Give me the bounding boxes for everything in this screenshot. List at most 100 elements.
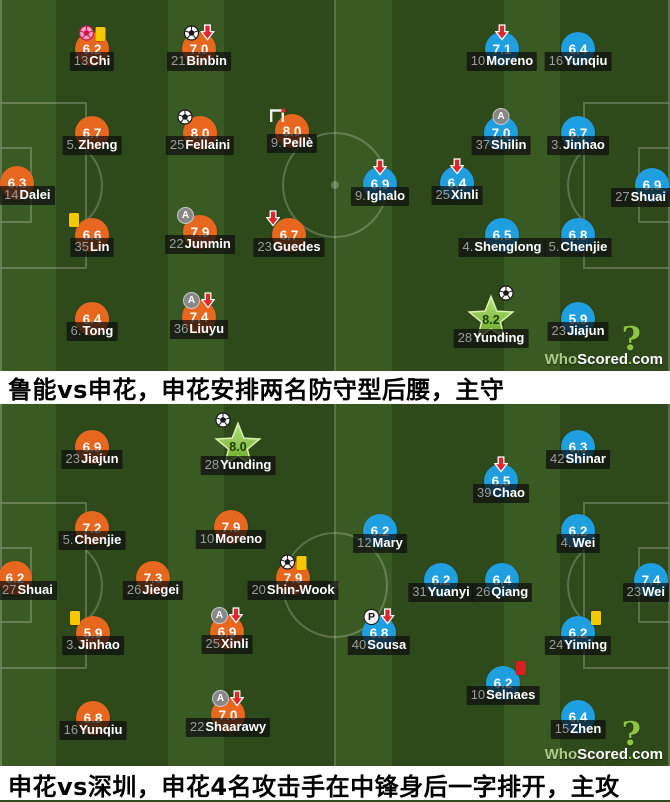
player-marker[interactable]: 6.4 6.Tong (66, 302, 118, 341)
player-number: 4. (462, 239, 474, 254)
player-name: Dalei (19, 187, 51, 202)
incident-icons (70, 611, 80, 625)
player-marker[interactable]: 6.8 16Yunqiu (59, 701, 127, 740)
player-name: Shin-Wook (266, 582, 335, 597)
player-name: Wei (572, 535, 596, 550)
player-name-label: 35Lin (70, 238, 114, 257)
player-marker[interactable]: P 6.8 40Sousa (347, 608, 411, 655)
player-number: 23 (65, 451, 80, 466)
player-marker[interactable]: A 7.0 37Shilin (471, 108, 531, 155)
player-number: 27 (615, 189, 630, 204)
player-marker[interactable]: 6.7 23Guedes (253, 210, 325, 257)
player-marker[interactable]: A 7.4 36Liuyu (169, 292, 229, 339)
player-marker[interactable]: 6.4 16Yunqiu (544, 32, 612, 71)
player-rating: 8.0 (229, 439, 247, 454)
player-number: 16 (548, 53, 564, 68)
player-marker[interactable]: 6.9 9.Ighalo (350, 159, 410, 206)
incident-icons (177, 109, 193, 125)
player-marker[interactable]: 6.4 26Qiang (471, 563, 533, 602)
player-marker[interactable]: 6.2 12Mary (353, 514, 407, 553)
player-number: 22 (169, 236, 184, 251)
player-marker[interactable]: 6.2 13Chi (69, 25, 115, 71)
player-name-label: 23Guedes (253, 238, 325, 257)
player-marker[interactable]: 6.7 5.Zheng (62, 116, 122, 155)
player-marker[interactable]: 7.9 10Moreno (195, 510, 267, 549)
incident-icons: A (492, 108, 510, 125)
player-name: Yunqiu (79, 722, 123, 737)
incident-icons (183, 24, 215, 41)
player-name: Jinhao (562, 137, 605, 152)
player-marker[interactable]: 7.9 20Shin-Wook (247, 554, 339, 600)
player-marker[interactable]: 8.2 28Yunding (453, 285, 529, 348)
player-marker[interactable]: 5.9 3.Jinhao (62, 611, 124, 655)
player-marker[interactable]: 6.2 10Selnaes (466, 661, 540, 705)
player-name: Zhen (570, 721, 602, 736)
player-marker[interactable]: A 7.9 22Junmin (165, 207, 235, 254)
goal-ball-icon (498, 285, 514, 301)
penalty-missed-icon: P (363, 609, 380, 625)
player-marker[interactable]: 8.0 25Fellaini (165, 109, 235, 155)
player-name-label: 20Shin-Wook (247, 581, 339, 600)
player-marker[interactable]: 7.4 23Wei (622, 563, 669, 602)
player-marker[interactable]: 6.2 31Yuanyi (408, 563, 474, 602)
player-marker[interactable]: 5.9 23Jiajun (547, 302, 609, 341)
player-marker[interactable]: 6.9 23Jiajun (61, 430, 123, 469)
player-name-label: 5.Chenjie (58, 531, 126, 550)
player-name-label: 28Yunding (200, 456, 276, 475)
player-name-label: 39Chao (473, 484, 529, 503)
player-name-label: 25Xinli (431, 186, 483, 205)
formation-pitch-bottom: 6.2 27Shuai 6.9 23Jiajun 8.0 28Yunding 7.2 5.Ch… (0, 404, 670, 766)
yellow-card-icon (70, 611, 80, 625)
player-marker[interactable]: 6.5 4.Shenglong (458, 218, 546, 257)
player-number: 10 (199, 531, 215, 546)
incident-icons (266, 210, 280, 227)
goal-ball-icon (177, 109, 193, 125)
question-mark-icon: ? (621, 319, 641, 358)
substituted-off-arrow-icon (201, 292, 215, 309)
player-marker[interactable]: A 7.0 22Shaarawy (185, 690, 271, 737)
player-marker[interactable]: 6.2 24Yiming (544, 611, 612, 655)
player-marker[interactable]: 6.2 4.Wei (556, 514, 600, 553)
player-name-label: 4.Wei (556, 534, 600, 553)
player-name-label: 28Yunding (453, 329, 529, 348)
players-layer-bottom: 6.2 27Shuai 6.9 23Jiajun 8.0 28Yunding 7.2 5.Ch… (0, 404, 670, 766)
player-name: Guedes (272, 239, 321, 254)
player-name-label: 36Liuyu (169, 320, 229, 339)
substituted-off-arrow-icon (229, 607, 243, 624)
player-marker[interactable]: 6.7 3.Jinhao (547, 116, 609, 155)
player-marker[interactable]: 8.0 28Yunding (200, 412, 276, 475)
player-marker[interactable]: 7.1 10Moreno (466, 24, 538, 71)
player-name: Jiajun (80, 451, 119, 466)
player-name: Moreno (486, 53, 534, 68)
player-marker[interactable]: 8.0 9.Pellè (266, 108, 318, 153)
player-marker[interactable]: 6.2 27Shuai (0, 561, 57, 600)
player-name-label: 6.Tong (66, 322, 118, 341)
player-name: Jinhao (77, 637, 120, 652)
player-marker[interactable]: 6.9 27Shuai (611, 168, 670, 207)
yellow-card-icon (296, 556, 307, 570)
player-marker[interactable]: 7.3 26Jiegei (122, 561, 184, 600)
player-name: Jiajun (566, 323, 605, 338)
player-number: 10 (470, 53, 486, 68)
player-marker[interactable]: 7.2 5.Chenjie (58, 511, 126, 550)
player-name: Pellè (282, 135, 314, 150)
player-number: 4. (560, 535, 572, 550)
incident-icons (494, 456, 508, 473)
player-marker[interactable]: 6.3 42Shinar (546, 430, 610, 469)
player-marker[interactable]: 6.4 15Zhen (550, 700, 606, 739)
player-marker[interactable]: 6.3 14Dalei (0, 166, 55, 205)
player-marker[interactable]: 6.8 5.Chenjie (544, 218, 612, 257)
player-number: 3. (551, 137, 562, 152)
player-name-label: 37Shilin (471, 136, 531, 155)
player-name: Liuyu (189, 321, 225, 336)
player-number: 22 (189, 719, 205, 734)
player-marker[interactable]: 6.5 39Chao (473, 456, 529, 503)
player-marker[interactable]: 6.6 35Lin (69, 213, 114, 257)
player-marker[interactable]: 6.4 25Xinli (431, 158, 483, 205)
player-name: Yunding (473, 330, 525, 345)
player-marker[interactable]: A 6.9 25Xinli (201, 607, 253, 654)
player-marker[interactable]: 7.0 21Binbin (167, 24, 231, 71)
goal-ball-icon (279, 554, 296, 570)
caption-first-match: 鲁能vs申花，申花安排两名防守型后腰，主守 (0, 371, 670, 404)
incident-icons (215, 412, 231, 428)
